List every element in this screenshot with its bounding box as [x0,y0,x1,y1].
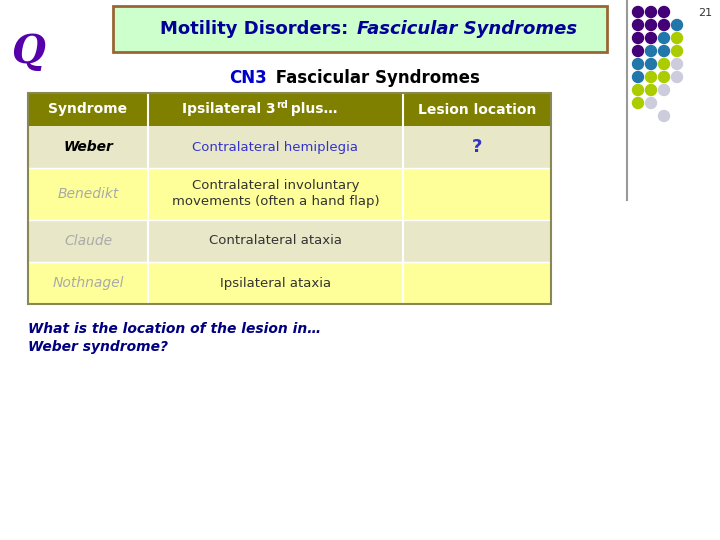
Bar [28,126,148,168]
Circle shape [659,84,670,96]
Circle shape [632,19,644,30]
Bar [28,262,148,304]
Circle shape [672,19,683,30]
Circle shape [632,84,644,96]
Text: Contralateral hemiplegia: Contralateral hemiplegia [192,140,359,153]
Bar [148,93,403,126]
Text: Weber: Weber [63,140,113,154]
Circle shape [646,71,657,83]
Circle shape [672,71,683,83]
Bar [28,220,148,262]
Circle shape [659,19,670,30]
Circle shape [659,71,670,83]
Circle shape [632,32,644,44]
Text: Claude: Claude [64,234,112,248]
Circle shape [646,6,657,17]
Text: Ipsilateral ataxia: Ipsilateral ataxia [220,276,331,289]
Circle shape [632,6,644,17]
Bar [403,262,551,304]
Text: Benedikt: Benedikt [58,187,119,201]
Text: CN3: CN3 [229,69,267,87]
Bar [148,262,403,304]
Text: Weber syndrome?: Weber syndrome? [28,340,168,354]
Circle shape [632,58,644,70]
Circle shape [659,45,670,57]
Circle shape [646,58,657,70]
Text: rd: rd [276,99,289,110]
Text: Fascicular Syndromes: Fascicular Syndromes [357,20,577,38]
Bar [403,168,551,220]
FancyBboxPatch shape [113,6,607,52]
Text: Motility Disorders:: Motility Disorders: [161,20,355,38]
Bar [28,93,148,126]
Circle shape [659,58,670,70]
Circle shape [659,111,670,122]
Text: Lesion location: Lesion location [418,103,536,117]
Circle shape [646,19,657,30]
Bar [148,220,403,262]
Text: Nothnagel: Nothnagel [53,276,124,290]
Circle shape [659,6,670,17]
Text: ?: ? [472,138,482,156]
Bar [28,93,551,304]
Bar [403,220,551,262]
Text: Syndrome: Syndrome [48,103,127,117]
Circle shape [646,45,657,57]
Bar [148,168,403,220]
Text: Ipsilateral 3: Ipsilateral 3 [182,103,276,117]
Circle shape [632,71,644,83]
Text: Contralateral ataxia: Contralateral ataxia [209,234,342,247]
Circle shape [672,45,683,57]
Text: Fascicular Syndromes: Fascicular Syndromes [270,69,480,87]
Circle shape [632,45,644,57]
Text: What is the location of the lesion in…: What is the location of the lesion in… [28,322,321,336]
Circle shape [646,32,657,44]
Text: 21: 21 [698,8,712,18]
Circle shape [646,98,657,109]
Text: Contralateral involuntary
movements (often a hand flap): Contralateral involuntary movements (oft… [171,179,379,208]
Bar [403,93,551,126]
Circle shape [646,84,657,96]
Bar [28,168,148,220]
Text: Q: Q [11,33,45,71]
Circle shape [672,58,683,70]
Bar [148,126,403,168]
Circle shape [659,32,670,44]
Circle shape [632,98,644,109]
Bar [403,126,551,168]
Text: plus…: plus… [286,103,337,117]
Circle shape [672,32,683,44]
